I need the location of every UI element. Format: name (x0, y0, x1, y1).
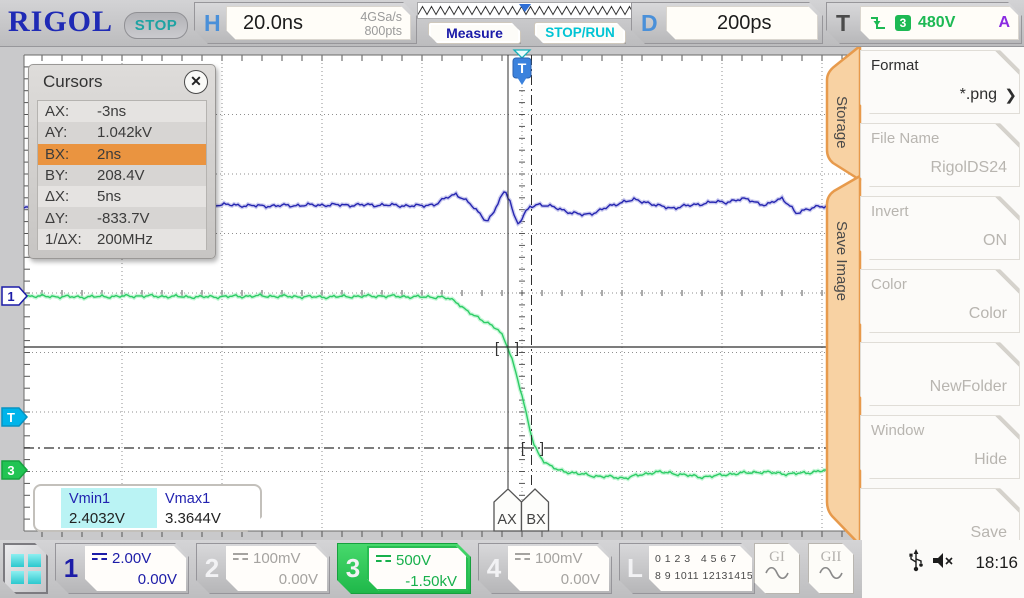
chevron-right-icon: ❯ (1004, 87, 1017, 104)
menu-button-color[interactable]: Color Color (860, 269, 1020, 333)
h-label: H (204, 10, 221, 36)
trigger-level-value: 480V (918, 14, 956, 31)
graticule-grid (24, 55, 855, 531)
cursor-row-dy[interactable]: ΔY: -833.7V (38, 207, 206, 229)
sample-rate: 4GSa/s 800pts (360, 10, 402, 39)
cursor-bx-flag (520, 488, 550, 532)
tab-save-image-shape[interactable] (825, 174, 862, 547)
channel-4-button[interactable]: 4 100mV 0.00V (478, 543, 612, 594)
status-area: 18:16 (862, 540, 1024, 598)
cursor-ax-label: AX (497, 512, 517, 528)
tab-storage-shape[interactable] (825, 44, 862, 182)
delay-widget[interactable]: D 200ps (631, 2, 823, 44)
dc-coupling-icon (92, 553, 107, 564)
cursors-panel-title: Cursors (43, 72, 103, 91)
menu-tab-strip (825, 44, 862, 547)
horizontal-timebase-widget[interactable]: H 20.0ns 4GSa/s 800pts (194, 2, 417, 44)
speaker-muted-icon (933, 553, 953, 568)
tab-save-image[interactable]: Save Image (833, 220, 850, 302)
trace-ch3 (24, 293, 855, 480)
cursor-row-by[interactable]: BY: 208.4V (38, 164, 206, 187)
t-label: T (836, 10, 851, 36)
delay-value: 200ps (717, 12, 772, 34)
cursor-bottom-flags[interactable]: AX BX (493, 488, 550, 532)
bottom-bar: 18:16 1 2.00V 0.00V 2 100mV 0.00V 3 500V… (0, 540, 1024, 598)
svg-text:T: T (518, 60, 527, 76)
cursor-row-bx-selected[interactable]: BX: 2ns (38, 143, 206, 165)
d-label: D (641, 10, 658, 36)
trigger-position-flag[interactable]: T (512, 49, 532, 85)
svg-text:1: 1 (7, 289, 14, 304)
svg-text:[: [ (521, 440, 526, 457)
close-icon[interactable]: ✕ (184, 70, 208, 94)
svg-text:]: ] (540, 440, 544, 457)
svg-text:3: 3 (7, 463, 14, 478)
measurement-vmax[interactable]: Vmax1 3.3644V (157, 488, 253, 528)
timebase-value: 20.0ns (243, 12, 304, 34)
dc-coupling-icon (233, 553, 248, 564)
menu-button-new-folder[interactable]: NewFolder (860, 342, 1020, 406)
cursor-ax-flag (493, 488, 523, 532)
left-marker-t[interactable]: T (1, 407, 29, 427)
trigger-mode: A (998, 14, 1010, 31)
tab-storage[interactable]: Storage (833, 95, 850, 149)
channel-1-button[interactable]: 1 2.00V 0.00V (55, 543, 189, 594)
cursor-row-ax[interactable]: AX: -3ns (38, 101, 206, 123)
measurement-vmin[interactable]: Vmin1 2.4032V (61, 488, 157, 528)
left-marker-3[interactable]: 3 (1, 460, 29, 480)
menu-button-format[interactable]: Format *.png ❯ (860, 50, 1020, 114)
clock: 18:16 (975, 553, 1018, 572)
horizontal-position-bar[interactable] (417, 2, 640, 19)
cursor-row-ay[interactable]: AY: 1.042kV (38, 122, 206, 144)
cursor-bx-label: BX (526, 512, 546, 528)
menu-button-file-name[interactable]: File Name RigolDS24 (860, 123, 1020, 187)
falling-edge-trigger-icon (869, 14, 888, 32)
stop-run-button[interactable]: STOP/RUN (534, 22, 626, 44)
usb-icon (909, 549, 923, 572)
generator-2-button[interactable]: GII (808, 543, 854, 594)
left-marker-1[interactable]: 1 (1, 286, 29, 306)
top-bar: RIGOL STOP H 20.0ns 4GSa/s 800pts Measure… (0, 0, 1024, 47)
dc-coupling-icon (376, 555, 391, 566)
cursors-panel: Cursors ✕ AX: -3ns AY: 1.042kV BX: 2ns BY: 2… (28, 64, 216, 259)
svg-text:T: T (7, 410, 15, 425)
dc-coupling-icon (515, 553, 530, 564)
channel-3-button[interactable]: 3 500V -1.50kV (337, 543, 471, 594)
graticule-ticks (24, 55, 843, 537)
svg-text:[: [ (495, 340, 500, 357)
cursor-readout-list: AX: -3ns AY: 1.042kV BX: 2ns BY: 208.4V ΔX: 5… (37, 100, 207, 251)
sine-wave-icon (819, 567, 843, 579)
cursor-row-dx[interactable]: ΔX: 5ns (38, 186, 206, 208)
sine-wave-icon (765, 567, 789, 579)
cursor-row-inv-dx[interactable]: 1/ΔX: 200MHz (38, 228, 206, 251)
measure-button[interactable]: Measure (428, 22, 521, 44)
measurement-readout-box: Vmin1 2.4032V Vmax1 3.3644V (33, 484, 262, 532)
trigger-position-marker[interactable] (519, 4, 531, 12)
rigol-logo: RIGOL (8, 5, 114, 38)
trigger-source-badge: 3 (895, 15, 911, 31)
trigger-widget[interactable]: T 3 480V A (826, 2, 1022, 44)
menu-button-window[interactable]: Window Hide (860, 415, 1020, 479)
grid-icon (11, 554, 24, 567)
menu-grid-button[interactable] (3, 543, 48, 594)
channel-2-button[interactable]: 2 100mV 0.00V (196, 543, 330, 594)
cursor-intersection-brackets: [] [] (495, 340, 544, 457)
menu-button-invert[interactable]: Invert ON (860, 196, 1020, 260)
waveform-position-icon (417, 4, 635, 16)
run-state-badge: STOP (124, 12, 188, 39)
generator-1-button[interactable]: GI (754, 543, 800, 594)
svg-text:]: ] (515, 340, 519, 357)
